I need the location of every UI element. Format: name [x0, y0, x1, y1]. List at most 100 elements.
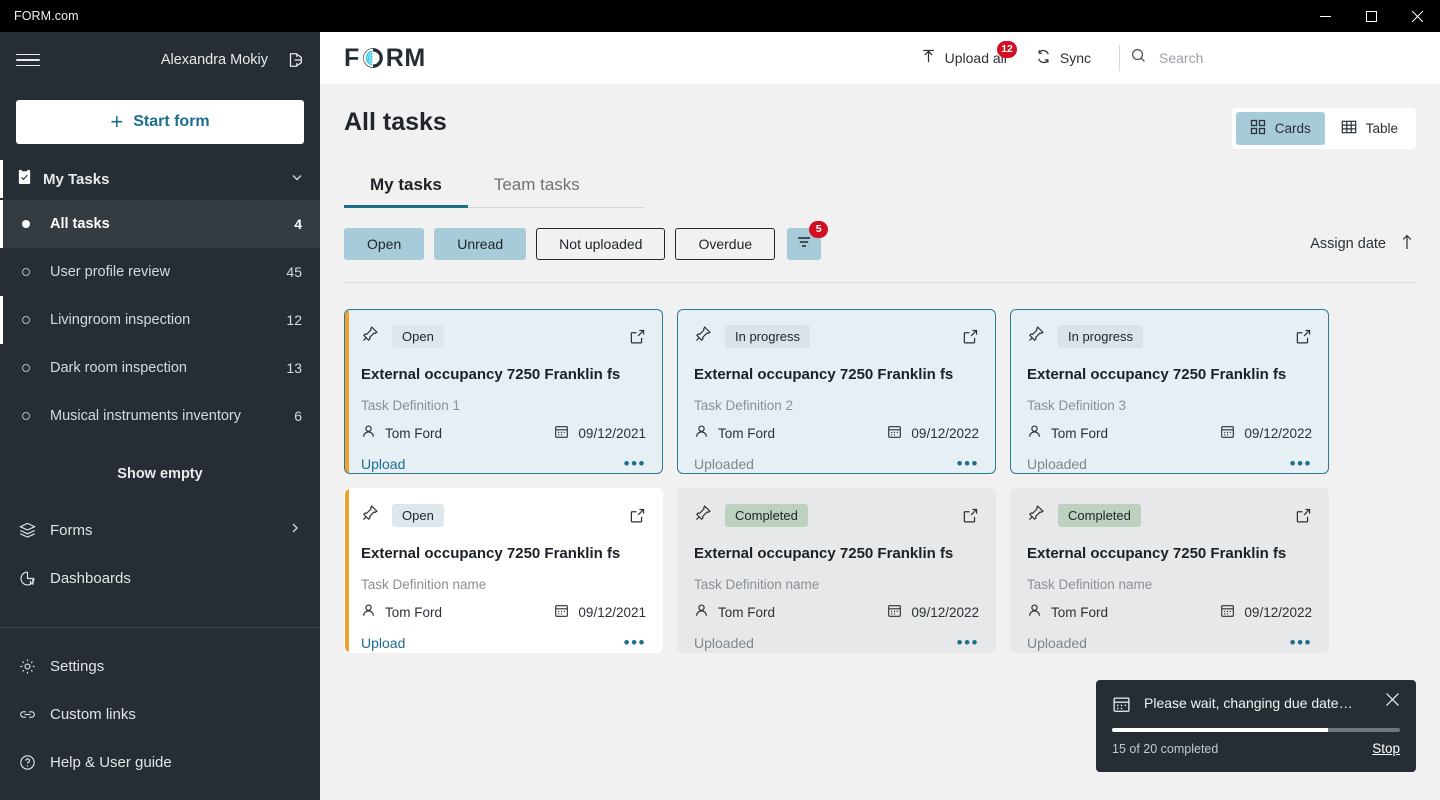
minimize-button[interactable]: [1302, 0, 1348, 32]
pin-icon[interactable]: [694, 503, 713, 527]
filter-bar: Open Unread Not uploaded Overdue 5 Assig…: [344, 221, 1416, 260]
window-controls: [1302, 0, 1440, 32]
form-logo[interactable]: F RM: [344, 44, 426, 73]
view-toggle-table[interactable]: Table: [1327, 112, 1412, 145]
card-upload-link[interactable]: Upload: [361, 635, 406, 651]
hamburger-icon[interactable]: [16, 48, 40, 72]
external-link-icon[interactable]: [629, 328, 646, 345]
task-card-grid: Open External occupancy 7250 Franklin fs…: [344, 309, 1416, 653]
card-header: Open: [361, 324, 646, 348]
task-card[interactable]: Open External occupancy 7250 Franklin fs…: [344, 309, 663, 474]
external-link-icon[interactable]: [629, 507, 646, 524]
sidebar-item-forms[interactable]: Forms: [0, 506, 320, 554]
close-icon[interactable]: [1385, 692, 1400, 712]
filter-chip-open[interactable]: Open: [344, 228, 425, 260]
sidebar-item-label: Settings: [50, 657, 105, 675]
card-date-value: 09/12/2021: [578, 604, 646, 620]
card-meta: Tom Ford 09/12/2022: [694, 603, 979, 621]
search-input[interactable]: [1159, 50, 1409, 66]
bullet-hollow-icon: [22, 412, 44, 420]
more-dots-icon[interactable]: •••: [1289, 454, 1312, 473]
card-footer: Uploaded •••: [1027, 633, 1312, 652]
card-upload-status: Uploaded: [1027, 456, 1087, 472]
card-assignee-name: Tom Ford: [1051, 604, 1109, 620]
sidebar-item-dark-room-inspection[interactable]: Dark room inspection 13: [0, 344, 320, 392]
more-dots-icon[interactable]: •••: [623, 633, 646, 652]
sidebar-item-help-user-guide[interactable]: Help & User guide: [0, 738, 320, 786]
card-footer: Uploaded •••: [694, 454, 979, 473]
pin-icon[interactable]: [694, 324, 713, 348]
person-icon: [361, 424, 376, 442]
more-dots-icon[interactable]: •••: [956, 633, 979, 652]
filter-count-badge: 5: [809, 221, 829, 238]
item-hover-marker: [0, 296, 3, 344]
task-card[interactable]: In progress External occupancy 7250 Fran…: [677, 309, 996, 474]
page-content: All tasks Cards: [320, 84, 1440, 800]
filter-chip-overdue[interactable]: Overdue: [675, 228, 776, 260]
pin-icon[interactable]: [1027, 503, 1046, 527]
logout-icon[interactable]: [286, 51, 304, 69]
chevron-down-icon[interactable]: [290, 170, 304, 189]
card-date: 09/12/2021: [554, 424, 646, 442]
filter-icon: [796, 234, 812, 255]
external-link-icon[interactable]: [962, 328, 979, 345]
sidebar-task-list: All tasks 4 User profile review 45 Livin…: [0, 200, 320, 440]
external-link-icon[interactable]: [962, 507, 979, 524]
external-link-icon[interactable]: [1295, 507, 1312, 524]
pin-icon[interactable]: [1027, 324, 1046, 348]
card-upload-link[interactable]: Upload: [361, 456, 406, 472]
sidebar-item-livingroom-inspection[interactable]: Livingroom inspection 12: [0, 296, 320, 344]
toast-footer: 15 of 20 completed Stop: [1112, 741, 1400, 756]
pin-icon[interactable]: [361, 324, 380, 348]
question-circle-icon: [18, 753, 44, 772]
show-empty-button[interactable]: Show empty: [117, 466, 203, 482]
sidebar-group-my-tasks[interactable]: My Tasks: [0, 158, 320, 200]
card-date-value: 09/12/2021: [578, 425, 646, 441]
filter-chip-unread[interactable]: Unread: [434, 228, 527, 260]
upload-all-button[interactable]: Upload all 12: [906, 32, 1021, 84]
arrow-up-icon[interactable]: [1400, 234, 1414, 254]
sync-icon: [1035, 48, 1052, 68]
chevron-right-icon[interactable]: [288, 521, 302, 539]
card-date-value: 09/12/2022: [911, 604, 979, 620]
maximize-button[interactable]: [1348, 0, 1394, 32]
card-footer: Upload •••: [361, 633, 646, 652]
sidebar-item-all-tasks[interactable]: All tasks 4: [0, 200, 320, 248]
more-dots-icon[interactable]: •••: [1289, 633, 1312, 652]
view-toggle-cards[interactable]: Cards: [1235, 112, 1325, 145]
more-dots-icon[interactable]: •••: [623, 454, 646, 473]
grid-icon: [1250, 119, 1266, 138]
filter-button[interactable]: 5: [787, 221, 829, 260]
external-link-icon[interactable]: [1295, 328, 1312, 345]
search-box[interactable]: [1130, 47, 1440, 69]
more-dots-icon[interactable]: •••: [956, 454, 979, 473]
sidebar-item-dashboards[interactable]: Dashboards: [0, 554, 320, 602]
sidebar-item-musical-instruments-inventory[interactable]: Musical instruments inventory 6: [0, 392, 320, 440]
start-form-button[interactable]: + Start form: [16, 100, 304, 144]
sidebar-item-user-profile-review[interactable]: User profile review 45: [0, 248, 320, 296]
tab-my-tasks[interactable]: My tasks: [344, 165, 468, 208]
sync-button[interactable]: Sync: [1021, 32, 1105, 84]
sidebar-item-settings[interactable]: Settings: [0, 642, 320, 690]
tab-team-tasks[interactable]: Team tasks: [493, 175, 580, 194]
layers-icon: [18, 521, 44, 540]
card-accent-bar: [345, 489, 349, 652]
sort-control[interactable]: Assign date: [1310, 234, 1416, 254]
sidebar-divider: [0, 627, 320, 628]
bullet-hollow-icon: [22, 316, 44, 324]
card-date-value: 09/12/2022: [1244, 425, 1312, 441]
pin-icon[interactable]: [361, 503, 380, 527]
stop-button[interactable]: Stop: [1372, 741, 1400, 756]
card-definition: Task Definition 1: [361, 398, 461, 413]
task-card[interactable]: Completed External occupancy 7250 Frankl…: [677, 488, 996, 653]
toast-header: Please wait, changing due date…: [1112, 692, 1400, 714]
task-card[interactable]: Completed External occupancy 7250 Frankl…: [1010, 488, 1329, 653]
filter-chip-not-uploaded[interactable]: Not uploaded: [536, 228, 666, 260]
task-card[interactable]: In progress External occupancy 7250 Fran…: [1010, 309, 1329, 474]
close-button[interactable]: [1394, 0, 1440, 32]
clipboard-check-icon: [16, 168, 33, 190]
sidebar-item-custom-links[interactable]: Custom links: [0, 690, 320, 738]
calendar-icon: [1112, 695, 1136, 714]
task-card[interactable]: Open External occupancy 7250 Franklin fs…: [344, 488, 663, 653]
card-date-value: 09/12/2022: [1244, 604, 1312, 620]
